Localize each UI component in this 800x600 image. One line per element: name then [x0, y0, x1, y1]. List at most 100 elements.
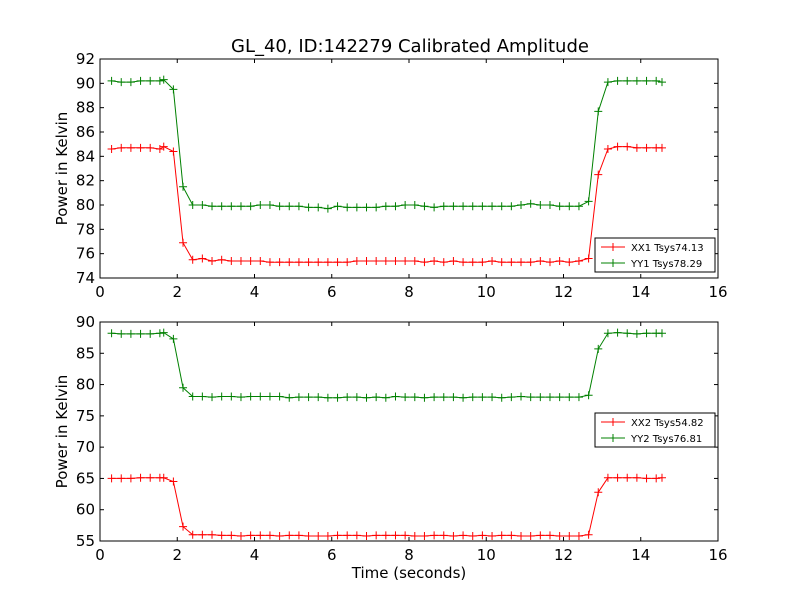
data-point — [459, 202, 468, 211]
data-point — [314, 258, 323, 267]
data-point — [478, 202, 487, 211]
data-point — [155, 329, 164, 338]
data-point — [613, 142, 622, 151]
data-point — [536, 256, 545, 265]
data-point — [372, 531, 381, 540]
data-point — [155, 76, 164, 85]
data-point — [314, 393, 323, 402]
data-point — [468, 202, 477, 211]
y-tick-label: 70 — [76, 438, 95, 456]
data-point — [217, 392, 226, 401]
data-point — [391, 531, 400, 540]
x-tick-label: 12 — [554, 546, 573, 564]
data-point — [275, 531, 284, 540]
data-point — [294, 202, 303, 211]
data-point — [323, 258, 332, 267]
data-point — [285, 531, 294, 540]
data-point — [449, 531, 458, 540]
data-point — [459, 531, 468, 540]
series-xx2 — [107, 473, 666, 540]
y-tick-label: 86 — [76, 123, 95, 141]
data-point — [603, 329, 612, 338]
y-tick-label: 65 — [76, 469, 95, 487]
data-point — [323, 204, 332, 213]
data-point — [217, 202, 226, 211]
y-tick-label: 90 — [76, 313, 95, 331]
data-point — [179, 238, 188, 247]
data-point — [159, 75, 168, 84]
data-point — [642, 76, 651, 85]
y-tick-label: 74 — [76, 269, 95, 287]
data-point — [323, 531, 332, 540]
x-tick-label: 6 — [327, 283, 337, 301]
data-point — [304, 393, 313, 402]
data-point — [652, 76, 661, 85]
data-point — [449, 202, 458, 211]
data-point — [613, 328, 622, 337]
data-point — [478, 258, 487, 267]
data-point — [333, 202, 342, 211]
data-point — [294, 531, 303, 540]
data-point — [198, 254, 207, 263]
data-point — [136, 143, 145, 152]
legend-marker — [609, 418, 617, 426]
data-point — [314, 203, 323, 212]
legend-label: YY1 Tsys78.29 — [630, 259, 702, 270]
y-tick-label: 80 — [76, 196, 95, 214]
legend: XX2 Tsys54.82 YY2 Tsys76.81 — [594, 412, 716, 448]
data-point — [536, 201, 545, 209]
data-point — [323, 393, 332, 402]
data-point — [545, 393, 554, 402]
data-point — [256, 531, 265, 540]
data-point — [430, 203, 439, 212]
legend-marker — [609, 259, 617, 267]
data-point — [362, 203, 371, 212]
x-tick-label: 14 — [631, 283, 650, 301]
y-tick-label: 85 — [76, 344, 95, 362]
series-xx1 — [107, 142, 666, 267]
data-point — [227, 256, 236, 265]
data-point — [146, 76, 155, 85]
x-tick-label: 12 — [554, 283, 573, 301]
data-point — [169, 334, 178, 343]
data-point — [304, 531, 313, 540]
legend-label: XX2 Tsys54.82 — [631, 418, 704, 429]
series-yy1 — [107, 75, 666, 213]
y-tick-label: 78 — [76, 220, 95, 238]
data-point — [227, 202, 236, 211]
data-point — [198, 201, 207, 209]
data-point — [401, 201, 410, 209]
data-point — [217, 255, 226, 264]
data-point — [439, 393, 448, 402]
data-point — [555, 393, 564, 402]
data-point — [594, 170, 603, 179]
data-point — [265, 201, 274, 209]
data-point — [401, 531, 410, 540]
chart-title: GL_40, ID:142279 Calibrated Amplitude — [231, 36, 589, 57]
data-point — [632, 143, 641, 152]
data-point — [507, 393, 516, 402]
data-point — [236, 256, 245, 265]
data-point — [362, 256, 371, 265]
data-point — [555, 256, 564, 265]
data-point — [657, 329, 666, 338]
data-point — [420, 531, 429, 540]
data-point — [545, 201, 554, 209]
data-point — [333, 531, 342, 540]
data-point — [294, 393, 303, 402]
data-point — [256, 256, 265, 265]
data-point — [256, 201, 265, 209]
data-point — [478, 531, 487, 540]
data-point — [584, 254, 593, 263]
data-point — [623, 473, 632, 482]
y-axis-label: Power in Kelvin — [53, 375, 71, 489]
data-point — [420, 393, 429, 402]
data-point — [497, 258, 506, 267]
data-point — [410, 531, 419, 540]
data-point — [652, 474, 661, 483]
data-point — [565, 531, 574, 540]
data-point — [246, 202, 255, 211]
x-tick-label: 2 — [172, 546, 182, 564]
data-point — [555, 202, 564, 211]
